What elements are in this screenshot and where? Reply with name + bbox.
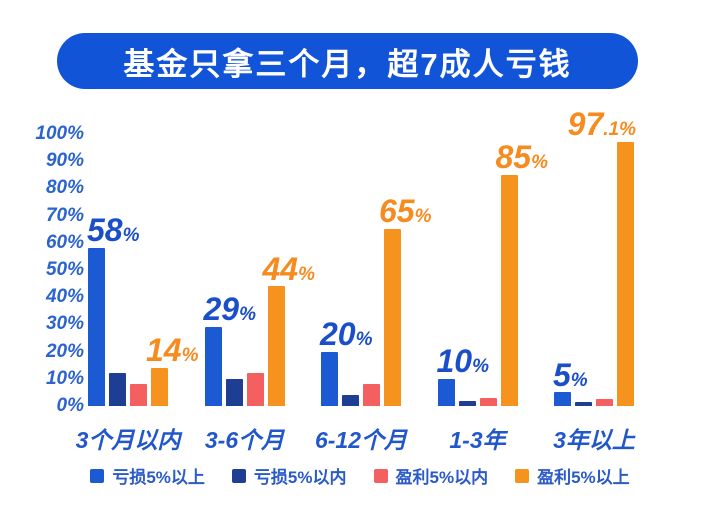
data-label-unit: % [298,263,315,285]
data-label-unit: % [181,345,199,367]
y-axis-tick: 10% [45,367,84,389]
bar-series-1 [321,351,338,406]
y-axis: 100% 90% 80% 70% 60% 50% 40% 30% 20% 10% 0% [16,0,84,522]
bar-series-2 [575,401,592,406]
y-axis-tick: 60% [45,231,84,253]
category-label: 3-6个月 [204,427,285,453]
legend-label: 盈利5%以上 [537,468,630,487]
data-label-value: 20 [320,315,356,352]
data-label: 97.1% [568,108,636,141]
x-axis: 3个月以内 3-6个月 6-12个月 1-3年 3年以上 [75,421,635,455]
bar-series-1 [88,248,105,406]
data-label-unit: % [355,328,373,350]
bar-series-2 [225,378,243,406]
y-axis-tick: 100% [35,123,84,144]
y-axis-tick: 30% [45,313,84,335]
bar-group: 58% 14% [87,134,199,406]
y-axis-tick: 50% [45,259,84,280]
bar-series-3 [246,373,264,406]
bar-series-1 [437,378,455,406]
data-label-value: 97 [567,106,604,143]
data-label-value: 5 [553,356,571,393]
legend-swatch-icon [373,468,388,483]
bar-series-2 [109,373,126,406]
data-label-value: 58 [87,212,123,249]
bar-group: 29% 44% [204,134,315,406]
y-axis-tick: 90% [45,150,84,172]
data-label: 85% [496,141,549,174]
legend-item: 亏损5%以内 [231,463,347,488]
category-label: 3年以上 [553,427,635,453]
legend-label: 亏损5%以上 [112,468,205,487]
legend-swatch-icon [515,468,530,483]
data-label-unit: % [570,369,588,391]
legend-swatch-icon [90,468,105,483]
data-label-value: 29 [203,291,240,328]
data-label-value: 65 [379,193,415,230]
data-label: 58% [87,214,140,247]
category-label: 3个月以内 [75,427,181,453]
bar-series-1 [204,327,222,406]
bar-series-2 [342,395,359,406]
data-label-unit: % [414,206,432,228]
bar-series-4 [267,286,285,406]
y-axis-tick: 0% [56,395,84,416]
data-label: 29% [204,293,257,326]
category-label: 1-3年 [449,427,506,453]
bar-group: 20% 65% [320,134,432,406]
legend-label: 亏损5%以内 [253,468,347,487]
y-axis-tick: 80% [45,177,84,199]
category-label: 6-12个月 [314,427,408,453]
bar-series-4 [384,229,401,406]
data-label-value: 10 [436,343,473,380]
bar-series-4 [500,174,518,406]
bar-series-3 [363,384,380,406]
bar-series-2 [458,400,476,406]
data-label-unit: % [531,152,548,174]
legend-item: 亏损5%以上 [90,463,205,488]
data-label-value: 44 [262,250,299,287]
data-label: 20% [320,318,373,350]
data-label-unit: % [239,304,256,326]
bar-series-3 [596,399,613,406]
plot-area: 58% 14% 29% 44% 20% 65% 10% 85% 5% 97.1% [87,108,636,406]
data-label: 10% [437,345,490,378]
data-label-unit: .1% [603,119,636,141]
bar-group: 5% 97.1% [553,108,636,406]
data-label: 65% [379,195,432,228]
y-axis-tick: 70% [45,204,84,226]
data-label: 44% [263,253,316,285]
chart-title: 基金只拿三个月，超7成人亏钱 [123,46,572,82]
y-axis-tick: 40% [45,286,84,308]
bar-series-4 [151,367,168,406]
data-label-unit: % [122,225,140,247]
data-label-value: 85 [495,139,532,176]
y-axis-tick: 20% [45,340,84,362]
data-label: 14% [146,334,199,367]
bar-series-4 [617,141,634,406]
legend-item: 盈利5%以上 [515,463,630,488]
data-label: 5% [553,359,588,391]
bar-group: 10% 85% [437,134,548,406]
data-label-value: 14 [146,332,182,369]
bar-series-3 [130,384,147,406]
title-banner: 基金只拿三个月，超7成人亏钱 [57,33,638,89]
legend-label: 盈利5%以内 [395,468,489,487]
legend: 亏损5%以上 亏损5%以内 盈利5%以内 盈利5%以上 [0,463,720,488]
legend-swatch-icon [231,468,246,483]
data-label-unit: % [472,356,489,378]
bar-series-1 [554,392,571,406]
bar-series-3 [479,397,497,406]
legend-item: 盈利5%以内 [373,463,489,488]
